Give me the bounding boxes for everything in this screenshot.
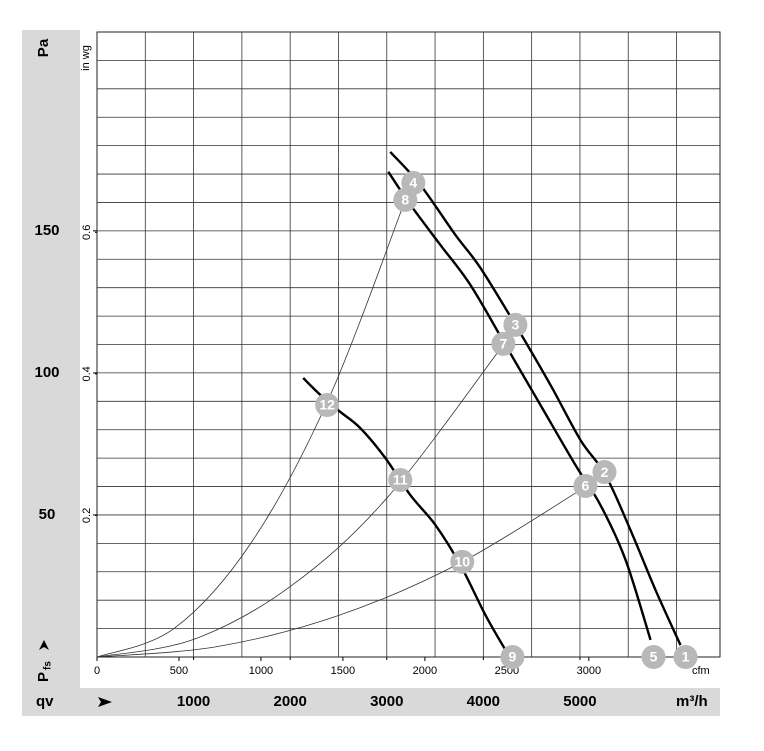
operating-point (315, 393, 340, 418)
x-tick-label: 2000 (273, 693, 306, 710)
operating-point-label: 2 (601, 464, 609, 480)
operating-point-label: 7 (499, 336, 507, 352)
system-curve (96, 199, 406, 658)
x-tick-label: 5000 (563, 693, 596, 710)
operating-point (573, 473, 598, 498)
y-arrow (39, 640, 49, 650)
y-tick-label: 50 (39, 506, 56, 523)
x-arrow (98, 697, 112, 707)
operating-point (641, 645, 666, 669)
operating-point-label: 11 (393, 472, 408, 488)
x2-tick-label: 2000 (413, 665, 437, 677)
fan-curve (387, 171, 652, 641)
y2-tick-label: 0.4 (81, 366, 93, 381)
operating-point (388, 468, 413, 493)
y-tick-label: 100 (34, 364, 59, 381)
system-curve (96, 344, 504, 658)
y-axis-label: Pa (35, 38, 52, 57)
x2-tick-label: 1500 (331, 665, 355, 677)
x-tick-label: 3000 (370, 693, 403, 710)
operating-point (503, 312, 528, 337)
left-band (22, 30, 80, 716)
x2-tick-label: 3000 (577, 665, 601, 677)
x2-tick-label: 500 (170, 665, 188, 677)
bottom-band (22, 688, 720, 716)
operating-point-label: 12 (319, 397, 335, 413)
operating-point-label: 6 (582, 478, 590, 494)
x-symbol: qv (36, 693, 54, 710)
operating-point (450, 549, 475, 574)
x-tick-label: 4000 (467, 693, 500, 710)
operating-point (673, 645, 698, 669)
fan-curve (302, 377, 507, 651)
x-axis-label: m³/h (676, 693, 708, 710)
operating-point-label: 5 (650, 649, 658, 665)
operating-point-label: 3 (512, 317, 520, 333)
operating-point-label: 8 (401, 192, 409, 208)
x2-tick-label: 1000 (249, 665, 273, 677)
operating-point (592, 460, 617, 485)
operating-point-label: 9 (509, 649, 517, 665)
y2-tick-label: 0.6 (81, 225, 93, 240)
operating-point-label: 10 (455, 554, 471, 570)
x-tick-label: 1000 (177, 693, 210, 710)
operating-point (491, 331, 516, 356)
y-symbol-sub: fs (43, 661, 54, 670)
operating-point-label: 4 (409, 175, 417, 191)
fan-curve (389, 151, 682, 646)
operating-point (393, 187, 418, 212)
y-tick-label: 150 (34, 222, 59, 239)
y2-axis-label: in wg (80, 45, 92, 71)
operating-point-label: 1 (682, 649, 690, 665)
system-curve (96, 486, 586, 658)
y-symbol-main: P (35, 672, 52, 682)
x2-tick-label: 0 (94, 665, 100, 677)
y2-tick-label: 0.2 (81, 508, 93, 523)
x2-axis-label: cfm (692, 665, 710, 677)
operating-point (500, 645, 525, 669)
y-symbol: P fs (35, 661, 54, 682)
